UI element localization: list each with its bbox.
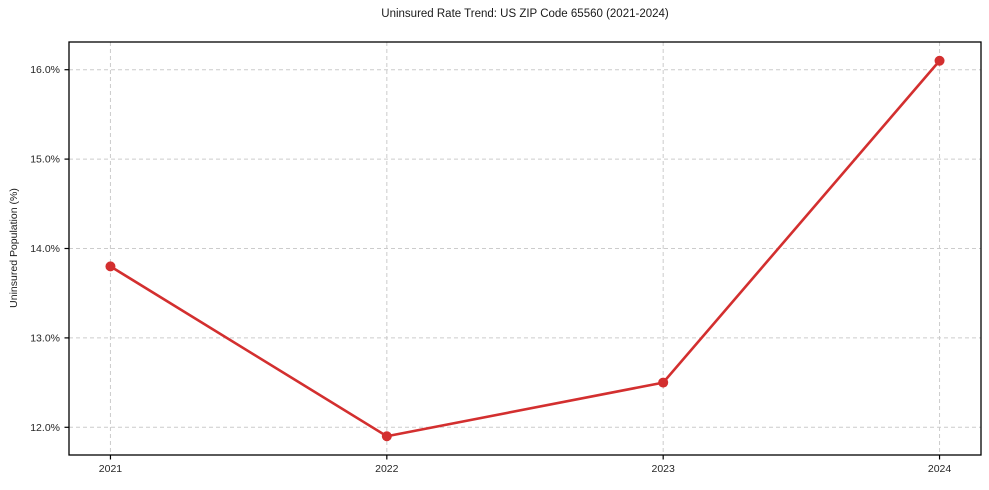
x-tick-label: 2021 bbox=[99, 463, 123, 475]
y-tick-label: 12.0% bbox=[30, 422, 60, 434]
trend-line bbox=[109, 59, 941, 438]
x-tick-label: 2022 bbox=[375, 463, 399, 475]
data-point bbox=[381, 431, 392, 442]
y-tick-label: 15.0% bbox=[30, 154, 60, 166]
y-tick-label: 16.0% bbox=[30, 64, 60, 76]
chart-title: Uninsured Rate Trend: US ZIP Code 65560 … bbox=[381, 8, 669, 20]
x-tick-label: 2023 bbox=[652, 463, 676, 475]
data-point bbox=[934, 55, 945, 66]
x-tick-label: 2024 bbox=[928, 463, 952, 475]
y-tick-label: 13.0% bbox=[30, 332, 60, 344]
plot-border bbox=[68, 41, 982, 456]
y-tick-label: 14.0% bbox=[30, 243, 60, 255]
data-point bbox=[658, 377, 669, 388]
data-point bbox=[105, 261, 116, 272]
